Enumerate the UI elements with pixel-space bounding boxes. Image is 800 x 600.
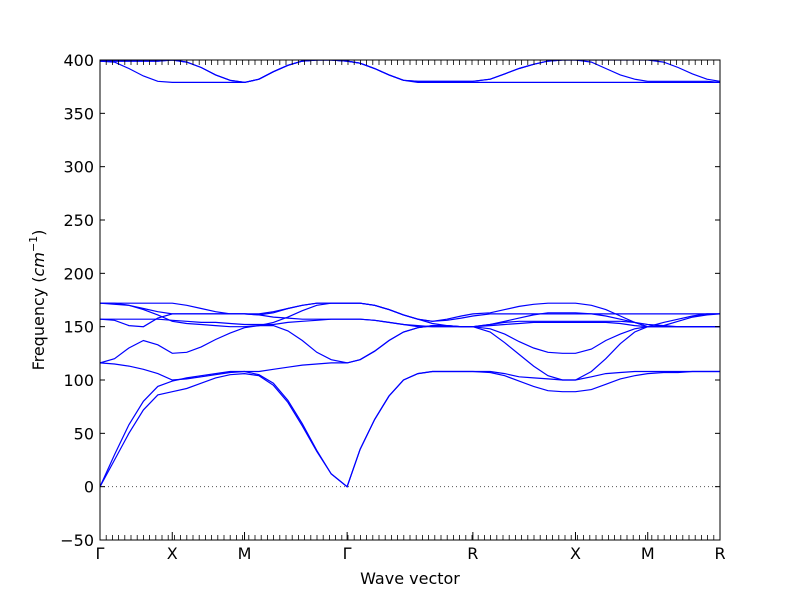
x-tick-label: M (238, 544, 252, 563)
band-line-1 (100, 370, 720, 488)
x-tick-label: Γ (96, 544, 105, 563)
bands-layer (100, 60, 720, 488)
x-tick-label: R (467, 544, 478, 563)
x-tick-label: Γ (343, 544, 352, 563)
y-axis-ticks: −50 0 50 100 150 200 250 300 350 400 (60, 51, 720, 550)
y-tick-label: 50 (74, 424, 94, 443)
y-axis-label-unit-exp: −1 (27, 236, 40, 252)
x-tick-label: X (167, 544, 178, 563)
band-line-4 (100, 325, 720, 364)
x-tick-label: R (714, 544, 725, 563)
y-axis-label-unit: cm (29, 252, 48, 276)
y-axis-label: Frequency (cm−1) (27, 230, 48, 371)
y-tick-label: 350 (63, 104, 94, 123)
x-tick-label: M (641, 544, 655, 563)
y-axis-label-text: Frequency (29, 288, 48, 371)
y-tick-label: 0 (84, 478, 94, 497)
x-axis-label: Wave vector (360, 569, 460, 588)
band-line-12 (100, 60, 720, 84)
y-tick-label: 250 (63, 211, 94, 230)
band-line-2 (100, 370, 720, 488)
y-tick-label: 200 (63, 264, 94, 283)
y-tick-label: 300 (63, 158, 94, 177)
plot-frame (99, 59, 721, 541)
band-line-6 (100, 318, 720, 328)
y-tick-label: 100 (63, 371, 94, 390)
x-minor-ticks (99, 60, 721, 540)
y-tick-label: 400 (63, 51, 94, 70)
band-line-9 (100, 302, 720, 328)
x-tick-label: X (570, 544, 581, 563)
y-tick-label: 150 (63, 318, 94, 337)
y-tick-label: −50 (60, 531, 94, 550)
